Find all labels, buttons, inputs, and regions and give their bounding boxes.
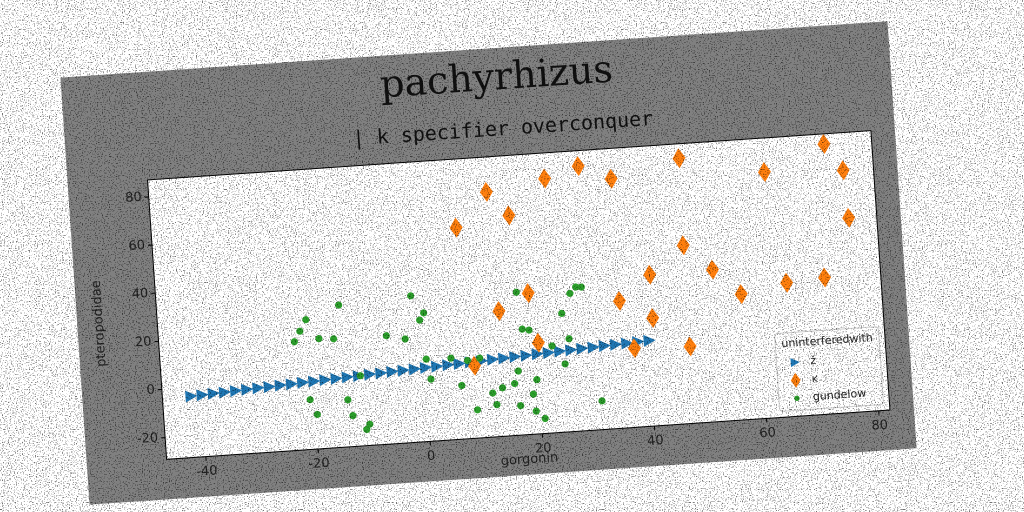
screenshot: pachyrhizus | k specifier overconquer go… <box>0 0 1024 512</box>
noise-overlay <box>0 0 1024 512</box>
